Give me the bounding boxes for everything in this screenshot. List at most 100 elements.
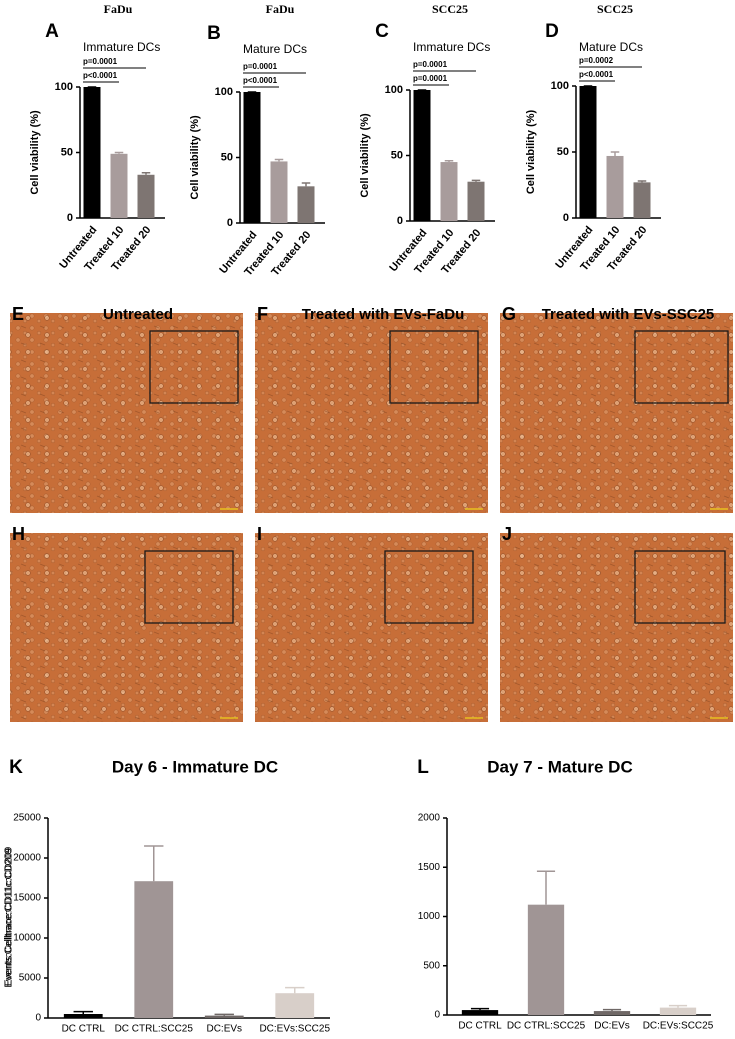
inset-box <box>634 550 726 624</box>
p-value: p=0.0001 <box>83 57 118 66</box>
x-tick-label: DC CTRL:SCC25 <box>507 1021 586 1032</box>
y-tick-label: 5000 <box>19 973 42 984</box>
bar <box>579 86 597 218</box>
panel-title: Treated with EVs-SSC25 <box>542 306 715 323</box>
bar <box>413 90 431 221</box>
bar <box>467 181 485 221</box>
bar <box>134 881 174 1018</box>
error-bar <box>536 870 556 905</box>
inset-box <box>149 330 239 404</box>
bar <box>461 1010 499 1015</box>
panel-letter: B <box>207 23 221 44</box>
error-bar <box>285 986 305 994</box>
bar <box>659 1007 697 1015</box>
error-bar <box>144 845 164 882</box>
error-bar <box>141 172 151 175</box>
micrograph-cells <box>255 313 488 513</box>
inset-box <box>384 550 474 624</box>
error-bar <box>444 159 454 163</box>
bar <box>440 162 458 221</box>
y-tick-label: 15000 <box>13 893 41 904</box>
bar <box>275 993 315 1018</box>
bar <box>204 1015 244 1018</box>
y-tick-label: 50 <box>557 146 569 158</box>
y-tick-label: 100 <box>55 81 73 93</box>
y-tick-label: 100 <box>551 80 569 92</box>
micrograph-cells <box>10 313 243 513</box>
y-axis-label: Cell viability (%) <box>189 115 201 200</box>
x-tick-label: DC CTRL:SCC25 <box>115 1024 194 1035</box>
bar <box>297 186 315 223</box>
bar <box>593 1011 631 1015</box>
bar <box>63 1014 103 1018</box>
panel-letter: E <box>12 304 24 324</box>
chart-title: Day 7 - Mature DC <box>487 757 632 776</box>
y-axis-label: Cell viability (%) <box>359 113 371 198</box>
panel-title: Untreated <box>103 306 173 323</box>
panel-letter: G <box>502 304 516 324</box>
p-value: p=0.0002 <box>579 56 614 65</box>
y-axis-label: Events:Celltrace:CD11c:CD209 <box>4 846 15 986</box>
p-value: p=0.0001 <box>413 74 448 83</box>
y-axis-label: Cell viability (%) <box>525 109 537 194</box>
p-value: p<0.0001 <box>579 70 614 79</box>
panel-letter: D <box>545 21 559 42</box>
y-tick-label: 50 <box>391 149 403 161</box>
error-bar <box>637 180 647 183</box>
bar <box>137 174 155 218</box>
inset-box <box>144 550 234 624</box>
y-tick-label: 0 <box>35 1013 41 1024</box>
y-tick-label: 20000 <box>13 853 41 864</box>
y-tick-label: 0 <box>434 1010 440 1021</box>
panel-header: SCC25 <box>432 2 468 16</box>
panel-letter: I <box>257 524 262 544</box>
bar <box>110 153 128 218</box>
error-bar <box>602 1008 622 1012</box>
panel-letter: J <box>502 524 512 544</box>
panel-header: SCC25 <box>597 2 633 16</box>
bar <box>83 87 101 218</box>
p-value: p=0.0001 <box>243 62 278 71</box>
error-bar <box>470 1007 490 1011</box>
error-bar <box>274 158 284 162</box>
x-tick-label: DC:EVs:SCC25 <box>643 1021 714 1032</box>
panel-header: FaDu <box>104 2 133 16</box>
x-tick-label: DC:EVs <box>206 1024 242 1035</box>
y-tick-label: 2000 <box>418 813 441 824</box>
error-bar <box>471 179 481 182</box>
y-tick-label: 100 <box>215 86 233 98</box>
panel-letter: F <box>257 304 268 324</box>
chart-subtitle: Mature DCs <box>243 42 307 56</box>
micrograph-cells <box>500 533 733 722</box>
micrograph-cells <box>10 533 243 722</box>
x-tick-label: DC CTRL <box>62 1024 106 1035</box>
y-tick-label: 50 <box>221 151 233 163</box>
error-bar <box>214 1013 234 1016</box>
y-tick-label: 50 <box>61 146 73 158</box>
panel-letter: C <box>375 21 389 42</box>
y-tick-label: 25000 <box>13 813 41 824</box>
panel-letter: H <box>12 524 25 544</box>
panel-title: Treated with EVs-FaDu <box>302 306 465 323</box>
error-bar <box>301 182 311 187</box>
y-tick-label: 10000 <box>13 933 41 944</box>
error-bar <box>114 151 124 154</box>
chart-subtitle: Immature DCs <box>83 40 160 54</box>
y-tick-label: 1500 <box>418 862 441 873</box>
x-tick-label: DC CTRL <box>458 1021 502 1032</box>
chart-subtitle: Immature DCs <box>413 40 490 54</box>
y-tick-label: 0 <box>397 215 403 227</box>
inset-box <box>389 330 479 404</box>
y-axis-label: Cell viability (%) <box>29 110 41 195</box>
bar <box>606 155 624 218</box>
chart-subtitle: Mature DCs <box>579 40 643 54</box>
y-axis-label: Events:Celltrace:CD11c:CD209 <box>4 848 15 988</box>
x-tick-label: DC:EVs <box>594 1021 630 1032</box>
y-tick-label: 100 <box>385 84 403 96</box>
inset-box <box>634 330 729 404</box>
bar <box>243 92 261 223</box>
y-tick-label: 0 <box>563 212 569 224</box>
bar <box>270 161 288 223</box>
y-tick-label: 500 <box>423 960 440 971</box>
